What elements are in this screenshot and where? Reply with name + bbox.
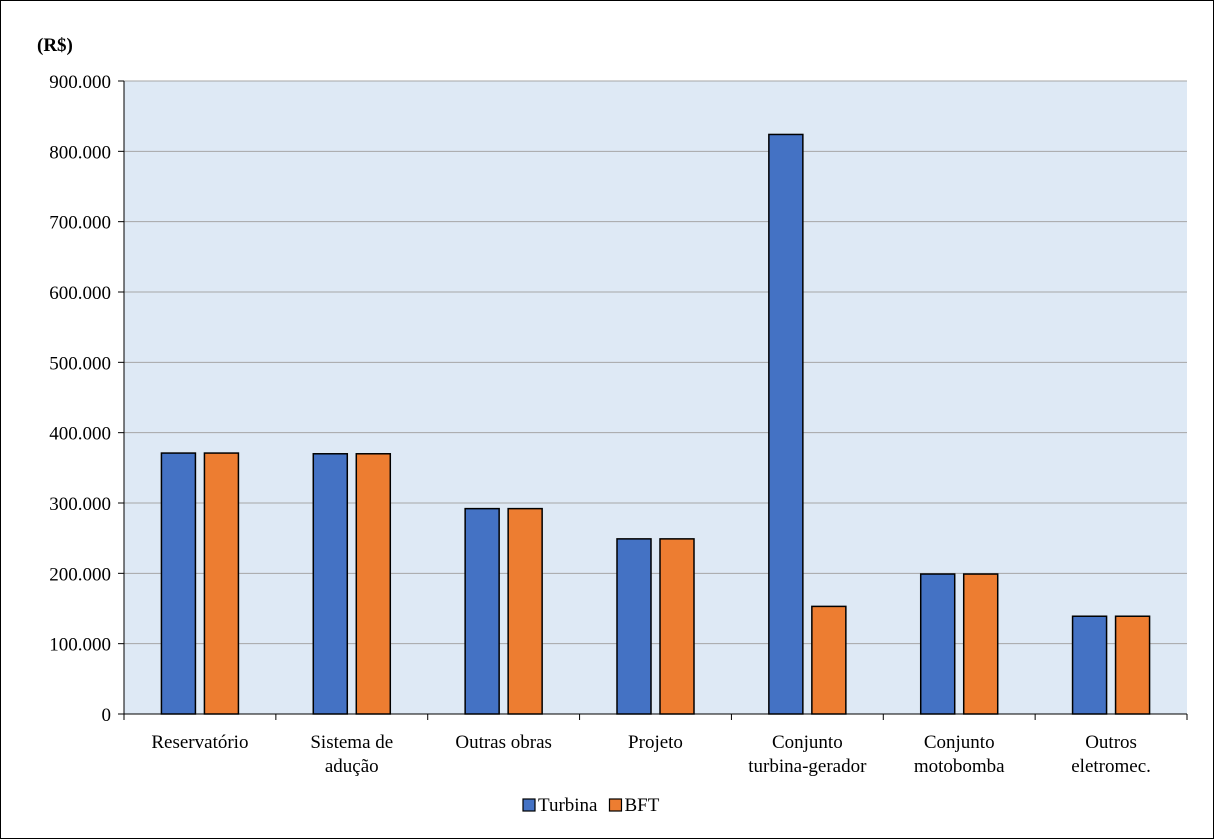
x-category-label-line: turbina-gerador <box>748 756 867 777</box>
x-category-label-line: motobomba <box>914 756 1005 777</box>
y-tick-label: 800.000 <box>49 142 111 163</box>
bar-turbina-6 <box>1071 615 1108 715</box>
x-category-label: Projeto <box>628 732 683 753</box>
x-category-label-line: Conjunto <box>924 732 995 753</box>
x-category-label: Sistema de adução <box>310 732 393 777</box>
bar-bft-5 <box>962 573 999 715</box>
x-category-labels: Reservatório Sistema de adução Outras obras… <box>151 732 1151 777</box>
y-tick-label: 300.000 <box>49 494 111 515</box>
y-tick-label: 900.000 <box>49 72 111 93</box>
x-category-label: Outras obras <box>455 732 552 753</box>
bar-bft-1 <box>355 453 392 715</box>
bar-turbina-3 <box>616 538 652 715</box>
x-category-label-line: Reservatório <box>151 732 248 753</box>
bar-bft-3 <box>659 538 695 715</box>
x-category-label-line: adução <box>325 756 379 777</box>
gridlines <box>124 80 1187 645</box>
x-category-label-line: Sistema de <box>310 732 393 753</box>
plot-area <box>124 81 1187 714</box>
x-category-label-line: Outras obras <box>455 732 552 753</box>
x-category-label-line: Projeto <box>628 732 683 753</box>
axes <box>118 80 1188 720</box>
y-tick-label: 100.000 <box>49 635 111 656</box>
x-category-label-line: Conjunto <box>772 732 843 753</box>
x-category-label-line: Outros <box>1085 732 1137 753</box>
bar-bft-0 <box>203 452 240 715</box>
x-category-label: Conjunto motobomba <box>914 732 1005 777</box>
y-tick-label: 600.000 <box>49 283 111 304</box>
x-category-label: Outros eletromec. <box>1071 732 1151 777</box>
legend-swatch-turbina <box>522 798 536 812</box>
y-tick-label: 400.000 <box>49 424 111 445</box>
x-category-label: Conjunto turbina-gerador <box>748 732 867 777</box>
bar-bft-2 <box>507 507 543 715</box>
y-tick-label: 500.000 <box>49 353 111 374</box>
bar-turbina-4 <box>768 133 804 715</box>
x-category-label-line: eletromec. <box>1071 756 1151 777</box>
legend-label-bft: BFT <box>624 795 659 816</box>
y-tick-label: 0 <box>102 705 112 726</box>
bar-turbina-0 <box>160 452 197 715</box>
bar-turbina-1 <box>312 453 349 715</box>
bars <box>160 133 1151 715</box>
legend-swatch-bft <box>608 798 623 812</box>
bar-turbina-5 <box>919 573 956 715</box>
bar-turbina-2 <box>464 507 500 715</box>
y-tick-labels: 0 100.000 200.000 300.000 400.000 500.000 600.… <box>49 72 111 726</box>
x-category-label: Reservatório <box>151 732 248 753</box>
y-unit-label: (R$) <box>37 35 73 56</box>
bar-bft-4 <box>811 605 847 715</box>
bar-bft-6 <box>1114 615 1151 715</box>
y-tick-label: 200.000 <box>49 564 111 585</box>
legend: Turbina BFT <box>522 795 660 816</box>
legend-label-turbina: Turbina <box>538 795 598 816</box>
y-tick-label: 700.000 <box>49 213 111 234</box>
